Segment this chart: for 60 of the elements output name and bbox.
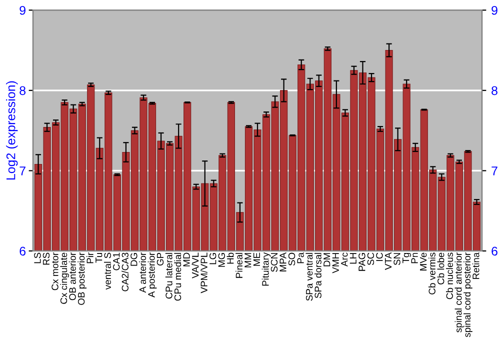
x-tick-label: spinal cord posterior — [464, 252, 472, 338]
x-tick-label: CA1 — [113, 252, 120, 270]
x-tick-label: Tg — [402, 252, 411, 264]
x-tick-label: SO — [288, 252, 296, 266]
x-tick-label: Pa — [297, 252, 304, 264]
x-tick-label: Hb — [226, 252, 234, 264]
x-tick-label: DM — [324, 253, 330, 266]
x-tick-label: Tu — [96, 252, 102, 263]
x-tick-label: ventral S — [104, 252, 111, 290]
x-tick-label: VMH — [332, 253, 339, 274]
y-tick-label: 8 — [20, 86, 26, 96]
y2-tick-label: 9 — [492, 6, 498, 15]
x-tick-label: SPa dorsal — [314, 252, 322, 298]
y2-tick-label: 8 — [492, 86, 498, 96]
x-tick-label: CA2/CA3 — [122, 252, 128, 292]
x-tick-label: Arc — [341, 252, 348, 266]
x-tick-label: PAG — [358, 253, 366, 271]
x-tick-label: Cx motor — [52, 252, 58, 290]
x-tick-label: Pituitary — [262, 252, 271, 286]
x-tick-label: SC — [367, 252, 374, 266]
y-tick-label: 9 — [20, 6, 26, 15]
x-tick-label: A anterior — [139, 252, 146, 293]
x-tick-label: MG — [218, 253, 225, 267]
x-tick-label: CPu lateral — [165, 252, 172, 299]
x-tick-label: Retina — [472, 252, 480, 279]
x-tick-label: ME — [253, 252, 260, 266]
x-tick-label: MVe — [420, 252, 427, 270]
x-tick-label: GP — [156, 252, 164, 266]
x-tick-label: SPa ventral — [306, 252, 313, 301]
x-tick-label: DG — [130, 253, 138, 266]
x-tick-label: MPA — [280, 252, 286, 272]
x-tick-label: SN — [394, 253, 400, 266]
x-tick-label: LH — [350, 253, 356, 264]
x-tick-label: Cb nucleus — [446, 252, 453, 300]
x-tick-label: Pn — [411, 252, 418, 264]
x-tick-label: MD — [183, 252, 190, 266]
x-tick-label: VA/VL — [192, 252, 199, 278]
x-tick-label: Cb lobe — [437, 252, 444, 284]
y2-tick-label: 6 — [492, 246, 498, 256]
x-tick-label: spinal cord anterior — [454, 252, 464, 332]
x-tick-label: LS — [34, 252, 41, 264]
x-tick-label: VTA — [384, 252, 392, 270]
x-tick-label: LG — [210, 253, 216, 264]
x-tick-label: Cx cingulate — [60, 252, 69, 304]
x-tick-label: OB posterior — [78, 252, 87, 305]
x-tick-label: OB anterior — [68, 252, 76, 300]
x-tick-label: CPu medial — [174, 252, 182, 301]
x-tick-label: MM — [244, 253, 252, 268]
x-tick-label: Pir — [86, 252, 94, 264]
x-tick-label: Pineal — [236, 252, 242, 278]
x-tick-label: Cb vermis — [428, 252, 436, 294]
x-tick-label: IC — [376, 252, 383, 261]
x-tick-label: VPM/VPL — [200, 252, 208, 294]
y-axis-title: Log2 (expression) — [6, 81, 18, 180]
y2-tick-label: 7 — [492, 166, 498, 176]
x-tick-label: RS — [42, 252, 50, 265]
x-tick-label: A posterior — [148, 252, 157, 298]
y-tick-label: 7 — [20, 166, 26, 176]
x-tick-label: SCN — [270, 253, 278, 272]
y-tick-label: 6 — [20, 246, 26, 256]
